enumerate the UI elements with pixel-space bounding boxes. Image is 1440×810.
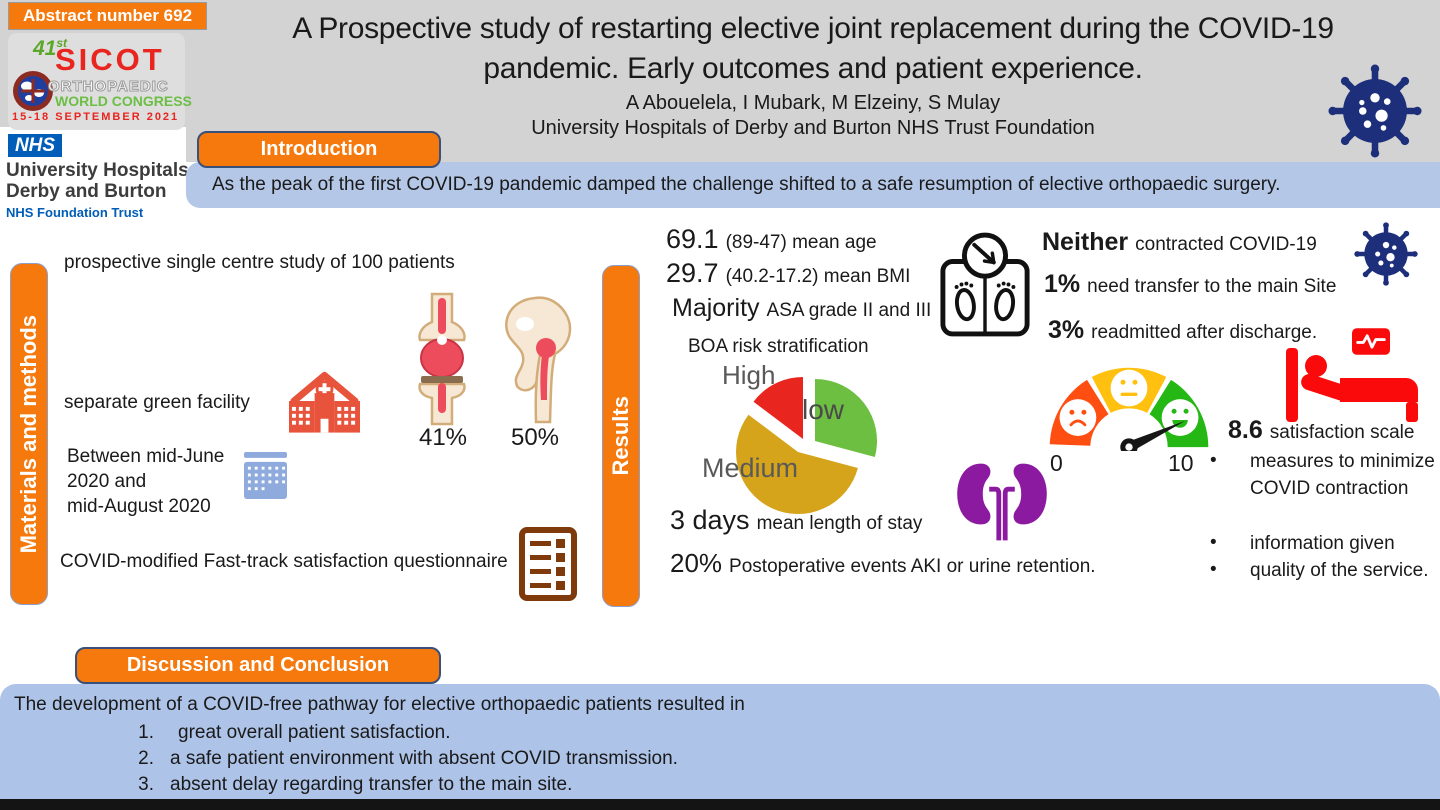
- results-section-bar: Results: [602, 265, 640, 607]
- introduction-heading: Introduction: [197, 131, 441, 168]
- kidneys-icon: [957, 463, 1047, 541]
- sicot-41st: 41st: [33, 36, 68, 60]
- gauge-min-label: 0: [1050, 450, 1063, 476]
- covid-contraction-stat: Neither contracted COVID-19: [1042, 228, 1317, 256]
- weighing-scale-icon: [940, 232, 1030, 337]
- postop-events-stat: 20% Postoperative events AKI or urine ret…: [670, 548, 1096, 578]
- conclusion-item-number: 2.: [138, 748, 154, 769]
- authors: A Abouelela, I Mubark, M Elzeiny, S Mula…: [625, 92, 1001, 114]
- nhs-foundation-trust: NHS Foundation Trust: [6, 205, 144, 220]
- heart-monitor-icon: [1352, 328, 1390, 355]
- methods-facility: separate green facility: [64, 392, 250, 413]
- conclusion-item-number: 3.: [138, 774, 154, 795]
- poster-title-line1: A Prospective study of restarting electi…: [292, 12, 1334, 45]
- conclusion-item: absent delay regarding transfer to the m…: [170, 774, 573, 795]
- methods-section-bar: Materials and methods: [10, 263, 48, 605]
- conclusion-item: great overall patient satisfaction.: [178, 722, 451, 743]
- hip-implant-icon: [505, 296, 572, 424]
- methods-study: prospective single centre study of 100 p…: [64, 252, 455, 273]
- satisfaction-bullet-2: information given: [1250, 533, 1395, 554]
- methods-questionnaire: COVID-modified Fast-track satisfaction q…: [60, 551, 508, 572]
- hospital-icon: [289, 371, 360, 433]
- mean-age-stat: 69.1 (89-47) mean age: [666, 224, 877, 254]
- bullet-icon: •: [1210, 559, 1217, 580]
- pie-label-medium: Medium: [702, 453, 799, 483]
- hospital-bed-icon: [1286, 348, 1418, 422]
- satisfaction-bullet-1: measures to minimize COVID contraction: [1250, 451, 1435, 499]
- poster-title-line2: pandemic. Early outcomes and patient exp…: [483, 52, 1143, 85]
- asa-grade-stat: Majority ASA grade II and III: [672, 294, 932, 322]
- satisfaction-gauge: [1049, 367, 1209, 451]
- methods-period: Between mid-June 2020 and mid-August 202…: [67, 446, 225, 517]
- sicot-dates: 15-18 SEPTEMBER 2021: [12, 111, 180, 123]
- abstract-number-badge: Abstract number 692: [8, 2, 207, 30]
- readmission-stat: 3% readmitted after discharge.: [1048, 316, 1318, 344]
- mean-bmi-stat: 29.7 (40.2-17.2) mean BMI: [666, 258, 911, 288]
- knee-percentage: 41%: [418, 424, 468, 451]
- sicot-orthopaedic: ORTHOPAEDIC: [48, 78, 169, 96]
- conclusion-item: a safe patient environment with absent C…: [170, 748, 678, 769]
- pie-label-low: low: [802, 394, 845, 425]
- nhs-trust-name: University Hospitals of Derby and Burton: [6, 160, 212, 202]
- pie-chart-title: BOA risk stratification: [688, 336, 869, 357]
- conclusion-intro: The development of a COVID-free pathway …: [14, 694, 745, 715]
- gauge-max-label: 10: [1168, 450, 1194, 476]
- discussion-conclusion-heading: Discussion and Conclusion: [75, 647, 441, 684]
- bullet-icon: •: [1210, 532, 1217, 553]
- calendar-icon: [244, 452, 287, 499]
- hip-percentage: 50%: [510, 424, 560, 451]
- sicot-name: SICOT: [55, 42, 165, 77]
- conclusion-item-number: 1.: [138, 722, 154, 743]
- length-of-stay-stat: 3 days mean length of stay: [670, 505, 923, 535]
- pie-label-high: High: [722, 360, 776, 390]
- transfer-stat: 1% need transfer to the main Site: [1044, 270, 1337, 298]
- knee-implant-icon: [418, 292, 466, 426]
- satisfaction-bullet-3: quality of the service.: [1250, 560, 1429, 581]
- bullet-icon: •: [1210, 450, 1217, 471]
- questionnaire-icon: [519, 527, 577, 601]
- nhs-logo: NHS: [8, 134, 62, 157]
- affiliation: University Hospitals of Derby and Burton…: [531, 117, 1095, 139]
- introduction-text: As the peak of the first COVID-19 pandem…: [186, 162, 1440, 208]
- satisfaction-stat: 8.6 satisfaction scale: [1228, 416, 1415, 444]
- sicot-world-congress: WORLD CONGRESS: [55, 93, 192, 109]
- virus-icon-small: [1354, 222, 1418, 286]
- virus-icon-large: [1328, 64, 1422, 158]
- sicot-globe-icon: [13, 71, 53, 111]
- boa-risk-pie-chart: [736, 377, 878, 515]
- conclusion-box: [0, 684, 1440, 800]
- bottom-strip: [0, 799, 1440, 810]
